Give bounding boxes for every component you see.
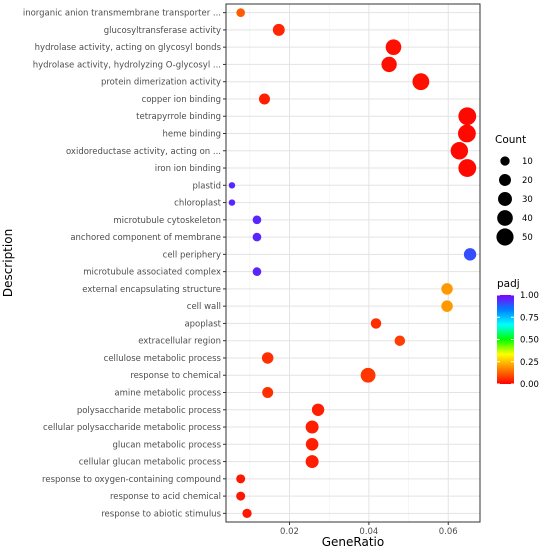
data-point	[458, 159, 477, 177]
y-tick-label: protein dimerization activity	[101, 78, 221, 88]
colorbar	[497, 295, 514, 384]
y-tick-label: microtubule associated complex	[83, 268, 221, 278]
data-point	[228, 182, 236, 189]
y-axis-ticks: inorganic anion transmembrane transporte…	[23, 9, 226, 519]
data-point	[258, 93, 270, 105]
data-point	[305, 420, 319, 434]
y-tick-label: response to abiotic stimulus	[101, 509, 221, 519]
y-tick-label: cellular glucan metabolic process	[79, 458, 222, 468]
size-legend-label: 10	[522, 157, 533, 167]
grid	[226, 4, 480, 522]
data-point	[228, 199, 236, 206]
data-point	[252, 232, 262, 242]
size-legend-label: 50	[522, 233, 533, 243]
data-point	[458, 107, 477, 126]
size-legend-key	[497, 210, 513, 226]
data-point	[261, 352, 274, 364]
data-point	[272, 23, 285, 36]
x-tick-label: 0.04	[359, 527, 378, 537]
y-tick-label: copper ion binding	[142, 95, 221, 105]
data-point	[311, 403, 325, 416]
y-axis-title: Description	[1, 229, 15, 297]
y-tick-label: external encapsulating structure	[82, 285, 221, 295]
data-point	[242, 508, 252, 519]
colorbar-label: 1.00	[520, 291, 539, 301]
data-point	[236, 491, 246, 501]
size-legend-title: Count	[495, 134, 526, 146]
x-axis-title: GeneRatio	[322, 535, 384, 549]
data-point	[305, 455, 319, 469]
y-tick-label: amine metabolic process	[114, 389, 221, 399]
y-tick-label: hydrolase activity, acting on glycosyl b…	[35, 43, 222, 53]
y-tick-label: cellular polysaccharide metabolic proces…	[43, 423, 222, 433]
x-tick-label: 0.02	[280, 527, 299, 537]
y-tick-label: microtubule cytoskeleton	[113, 216, 221, 226]
y-tick-label: polysaccharide metabolic process	[77, 406, 222, 416]
data-points	[228, 8, 477, 519]
data-point	[236, 474, 246, 484]
colorbar-label: 0.75	[520, 313, 539, 323]
panel-border	[225, 3, 481, 523]
data-point	[381, 56, 397, 73]
data-point	[305, 438, 319, 451]
data-point	[412, 73, 430, 91]
color-legend-title: padj	[497, 278, 520, 290]
x-axis-ticks: 0.02 0.04 0.06	[280, 522, 458, 537]
data-point	[441, 300, 453, 312]
size-legend-key	[499, 174, 511, 186]
data-point	[252, 267, 262, 276]
y-tick-label: glucan metabolic process	[112, 440, 221, 450]
y-tick-label: cellulose metabolic process	[104, 354, 222, 364]
y-tick-label: apoplast	[184, 319, 221, 329]
color-legend: padj 1.00 0.75 0.50 0.25 0.00	[497, 278, 539, 390]
colorbar-label: 0.25	[520, 358, 539, 368]
y-tick-label: hydrolase activity, hydrolyzing O-glycos…	[33, 60, 221, 70]
y-tick-label: tetrapyrrole binding	[136, 112, 221, 122]
data-point	[370, 318, 382, 329]
y-tick-label: plastid	[193, 181, 221, 191]
y-tick-label: extracellular region	[138, 337, 221, 347]
colorbar-label: 0.50	[520, 336, 539, 346]
y-tick-label: iron ion binding	[155, 164, 221, 174]
size-legend-key	[500, 156, 510, 166]
x-tick-label: 0.06	[439, 527, 458, 537]
size-legend-key	[498, 192, 512, 206]
y-tick-label: oxidoreductase activity, acting on ...	[66, 147, 221, 157]
data-point	[236, 8, 246, 17]
data-point	[360, 367, 376, 383]
y-tick-label: heme binding	[162, 130, 221, 140]
y-tick-label: cell wall	[187, 302, 221, 312]
y-tick-label: chloroplast	[174, 199, 222, 209]
size-legend-key	[496, 228, 514, 246]
y-tick-label: cell periphery	[163, 250, 221, 260]
data-point	[262, 387, 274, 398]
size-legend-label: 40	[522, 214, 533, 224]
size-legend: Count 10 20 30 40 50	[495, 134, 533, 246]
colorbar-label: 0.00	[520, 380, 539, 390]
y-tick-label: anchored component of membrane	[70, 233, 221, 243]
data-point	[394, 335, 406, 346]
data-point	[441, 283, 453, 295]
data-point	[385, 39, 402, 55]
y-tick-label: response to acid chemical	[110, 492, 221, 502]
data-point	[457, 124, 476, 143]
y-tick-label: response to oxygen-containing compound	[42, 475, 221, 485]
data-point	[463, 248, 477, 261]
y-tick-label: inorganic anion transmembrane transporte…	[23, 9, 221, 19]
y-tick-label: glucosyltransferase activity	[104, 26, 221, 36]
size-legend-label: 20	[522, 176, 533, 186]
data-point	[252, 215, 262, 225]
size-legend-label: 30	[522, 195, 533, 205]
y-tick-label: response to chemical	[130, 371, 221, 381]
data-point	[450, 142, 469, 160]
